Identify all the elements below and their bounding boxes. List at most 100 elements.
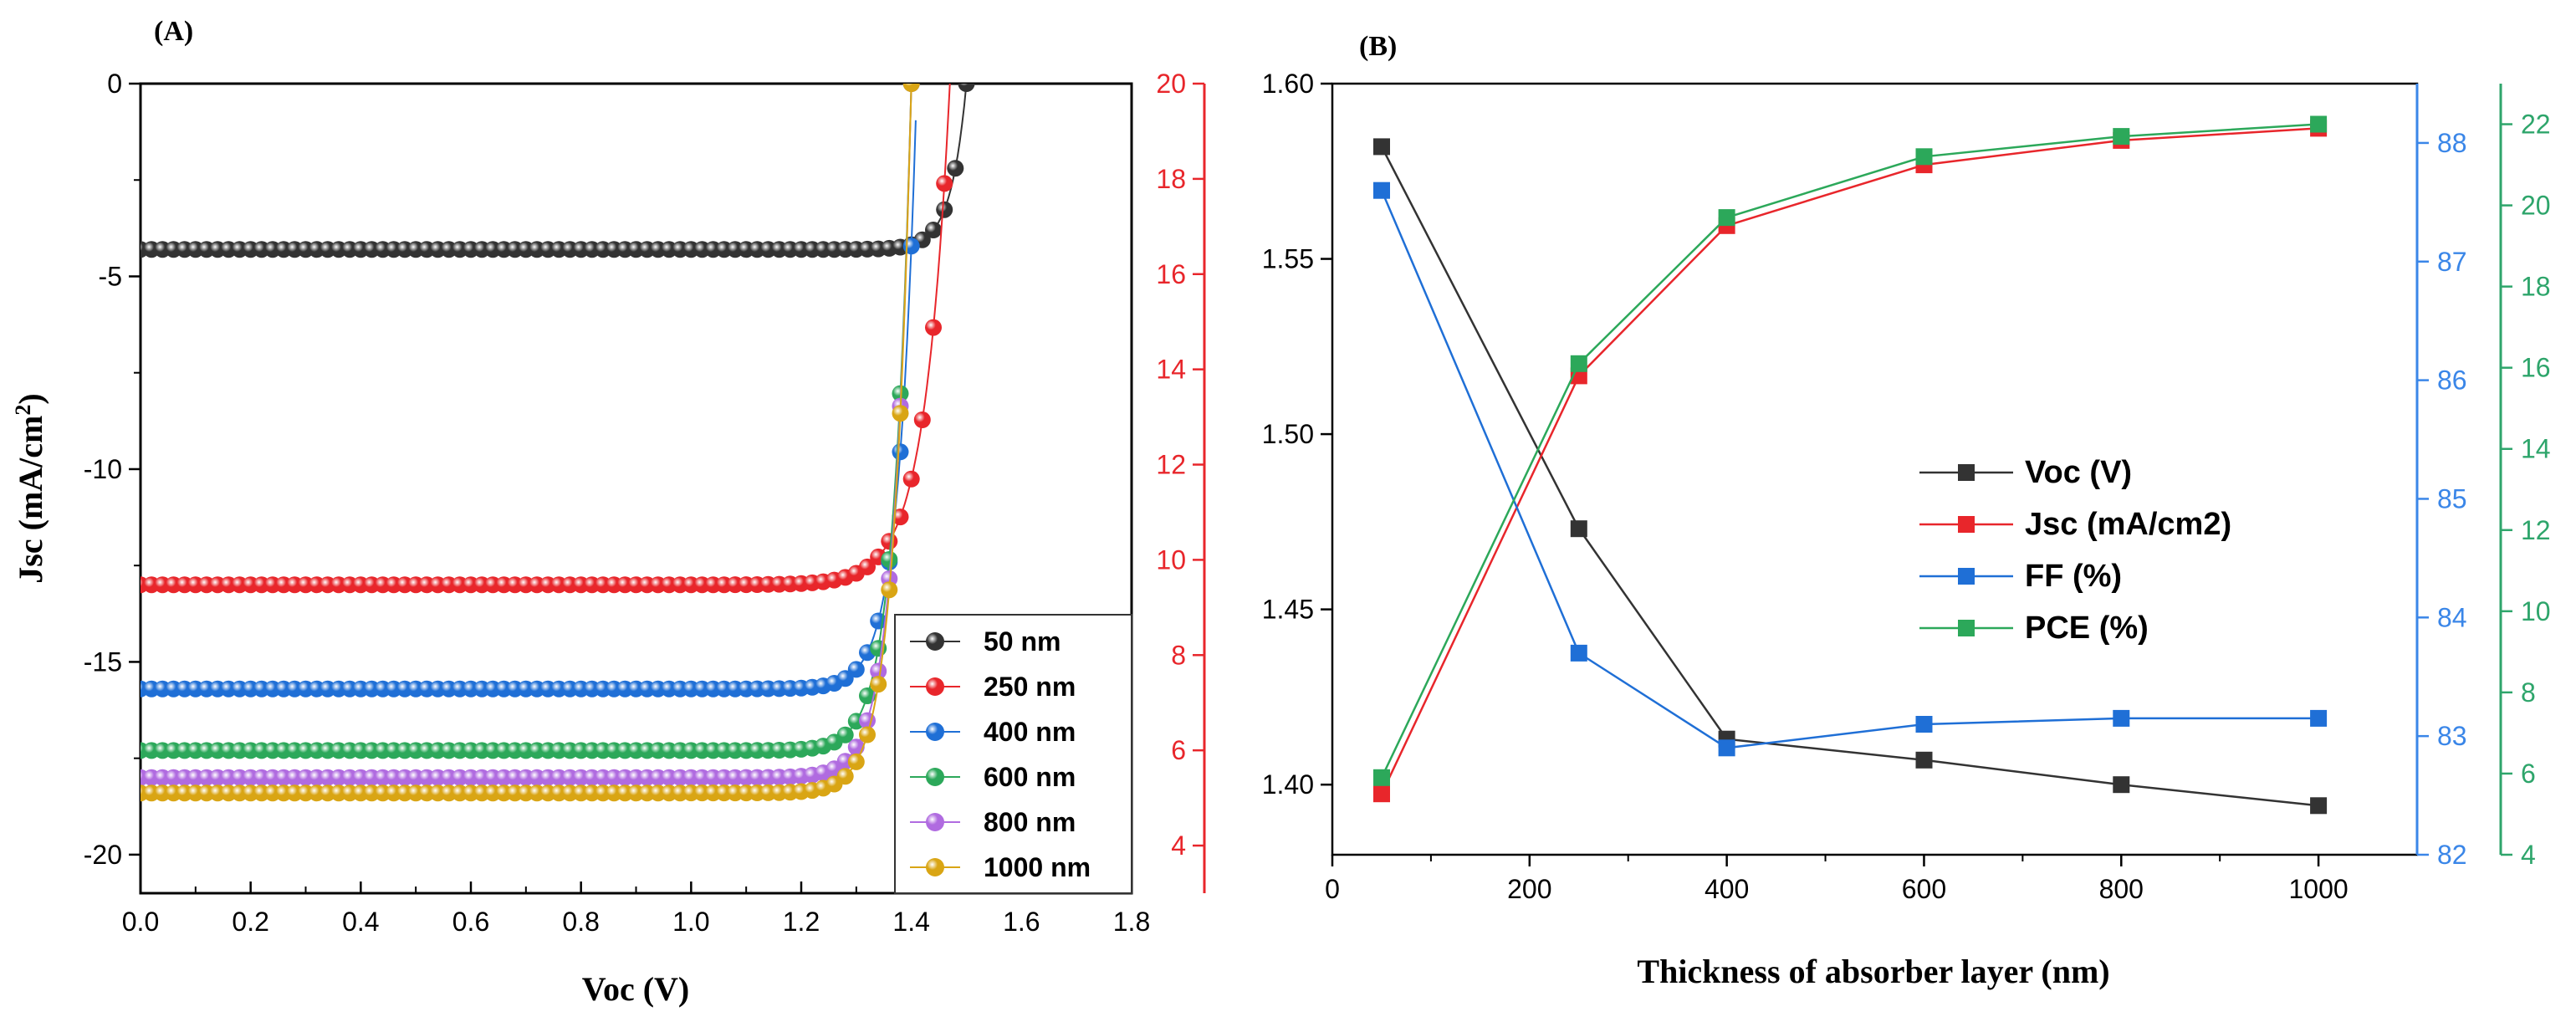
legend-marker: [926, 858, 944, 876]
y-tick-label: -10: [84, 454, 122, 484]
b-green-tick-label: 8: [2521, 677, 2536, 708]
panel-a-ylabel: Jsc (mA/cm2): [11, 393, 50, 583]
b-green-tick-label: 16: [2521, 353, 2551, 383]
right-y-tick-label: 8: [1171, 640, 1186, 670]
y-tick-label: -5: [99, 261, 122, 291]
b-left-tick-label: 1.60: [1262, 69, 1314, 99]
b-line-red: [1380, 127, 2319, 795]
b-left-tick-label: 1.40: [1262, 769, 1314, 800]
b-point: [1915, 148, 1933, 166]
legend-label: 250 nm: [984, 672, 1076, 702]
right-y-tick-label: 20: [1156, 69, 1186, 99]
b-point: [1915, 716, 1933, 733]
b-point: [1373, 181, 1390, 199]
b-point: [2310, 797, 2328, 815]
iv-point: [859, 558, 876, 575]
iv-point: [836, 768, 854, 785]
legend-label: 50 nm: [984, 626, 1061, 657]
b-legend-label: Voc (V): [2025, 455, 2132, 490]
b-left-tick-label: 1.55: [1262, 244, 1314, 274]
right-y-tick-label: 10: [1156, 544, 1186, 575]
y-tick-label: -15: [84, 646, 122, 677]
legend-marker: [926, 677, 944, 696]
b-x-tick-label: 600: [1902, 874, 1946, 904]
iv-point: [913, 411, 931, 428]
b-line-black: [1380, 146, 2319, 807]
panel-b-xlabel: Thickness of absorber layer (nm): [1637, 953, 2109, 990]
b-legend-marker: [1958, 516, 1975, 533]
x-tick-label: 0.2: [232, 907, 268, 937]
legend-marker: [926, 813, 944, 831]
x-tick-label: 1.2: [783, 907, 820, 937]
b-legend-marker: [1958, 464, 1975, 481]
b-blue-tick-label: 86: [2437, 365, 2467, 396]
b-x-tick-label: 200: [1507, 874, 1551, 904]
iv-line-800-nm: [141, 84, 912, 779]
iv-point: [902, 84, 920, 92]
b-blue-tick-label: 85: [2437, 483, 2467, 514]
panel-b-plot-frame: [1331, 82, 2419, 856]
b-legend-label: PCE (%): [2025, 611, 2149, 646]
iv-point: [947, 160, 964, 177]
legend-label: 1000 nm: [984, 852, 1091, 882]
iv-point: [936, 201, 953, 218]
panel-b-ticks: 0 200 400 600 800 10001.601.551.501.451.40888…: [1262, 69, 2551, 904]
b-green-tick-label: 12: [2521, 515, 2551, 545]
right-y-tick-label: 16: [1156, 259, 1186, 289]
b-legend-marker: [1958, 620, 1975, 636]
iv-point: [936, 175, 953, 192]
x-tick-label: 0.6: [452, 907, 489, 937]
iv-point: [881, 533, 898, 550]
iv-point: [847, 661, 865, 678]
x-tick-label: 1.6: [1003, 907, 1040, 937]
b-point: [1373, 138, 1390, 156]
b-blue-tick-label: 84: [2437, 602, 2467, 632]
panel-b-label: (B): [1359, 31, 1397, 62]
iv-point: [892, 443, 909, 461]
legend-box: [894, 614, 1132, 894]
b-green-tick-label: 10: [2521, 596, 2551, 626]
b-point: [1718, 209, 1735, 227]
panel-a-legend: 50 nm 250 nm 400 nm 600 nm 800 nm 1000 nm: [894, 614, 1132, 894]
b-legend-label: FF (%): [2025, 559, 2122, 594]
b-green-tick-label: 4: [2521, 840, 2536, 870]
b-legend-marker: [1958, 568, 1975, 585]
b-green-tick-label: 14: [2521, 434, 2551, 464]
y-tick-label: 0: [107, 69, 122, 99]
b-x-tick-label: 400: [1705, 874, 1749, 904]
panel-a-series: [141, 84, 975, 802]
x-tick-label: 0.0: [122, 907, 159, 937]
iv-point: [836, 726, 854, 744]
iv-line-400-nm: [141, 120, 917, 690]
b-point: [1373, 785, 1390, 803]
b-point: [2310, 115, 2328, 133]
iv-line-250-nm: [141, 84, 951, 586]
iv-point: [859, 687, 876, 704]
b-green-tick-label: 6: [2521, 759, 2536, 789]
legend-label: 800 nm: [984, 807, 1076, 837]
iv-point: [847, 738, 865, 756]
b-point: [2113, 776, 2130, 794]
b-legend-label: Jsc (mA/cm2): [2025, 507, 2231, 542]
b-point: [2310, 709, 2328, 727]
iv-point: [859, 726, 876, 744]
iv-point: [958, 84, 975, 92]
legend-marker: [926, 723, 944, 741]
b-x-tick-label: 800: [2099, 874, 2144, 904]
b-blue-tick-label: 83: [2437, 721, 2467, 751]
x-tick-label: 1.4: [892, 907, 929, 937]
b-blue-tick-label: 88: [2437, 128, 2467, 158]
iv-point: [847, 753, 865, 770]
b-line-blue: [1380, 190, 2319, 749]
right-y-tick-label: 14: [1156, 355, 1186, 385]
b-blue-tick-label: 87: [2437, 247, 2467, 277]
x-tick-label: 1.8: [1113, 907, 1150, 937]
x-tick-label: 0.4: [342, 907, 379, 937]
right-y-tick-label: 18: [1156, 164, 1186, 194]
iv-point: [925, 319, 942, 336]
iv-line-50-nm: [141, 84, 968, 251]
b-x-tick-label: 0: [1325, 874, 1340, 904]
right-y-tick-label: 6: [1171, 735, 1186, 765]
legend-label: 400 nm: [984, 717, 1076, 747]
